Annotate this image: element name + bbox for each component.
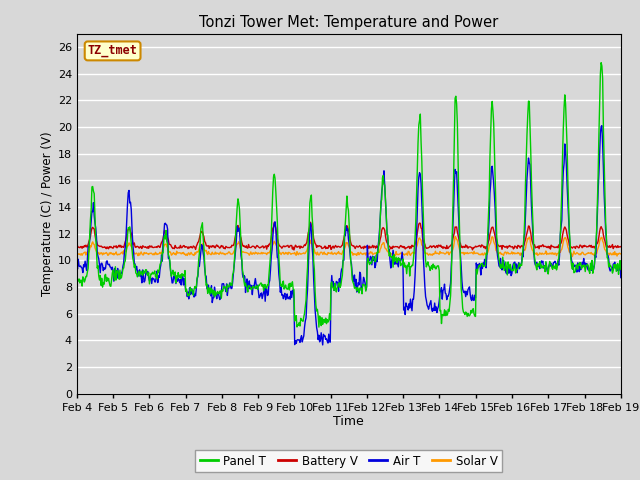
Battery V [139,243,147,249]
Air T [598,123,605,129]
Solar V [139,252,147,258]
Battery V [223,244,230,250]
Air T [194,274,202,279]
Battery V [617,244,625,250]
Line: Battery V: Battery V [77,222,621,250]
Air T [319,342,326,348]
Air T [83,267,90,273]
Solar V [415,236,422,241]
Panel T [315,324,323,330]
Panel T [139,273,147,278]
Panel T [431,266,439,272]
Solar V [194,249,202,255]
Solar V [568,253,576,259]
Battery V [194,240,202,245]
Panel T [617,266,625,272]
X-axis label: Time: Time [333,415,364,429]
Line: Air T: Air T [77,126,621,345]
Solar V [617,251,625,257]
Panel T [597,60,605,66]
Air T [617,275,625,280]
Solar V [431,251,438,256]
Air T [73,263,81,269]
Battery V [290,247,298,253]
Panel T [223,289,230,295]
Solar V [223,251,230,256]
Panel T [73,272,81,277]
Battery V [73,242,81,248]
Solar V [83,250,90,255]
Solar V [451,234,459,240]
Solar V [73,252,81,258]
Battery V [417,220,424,226]
Text: TZ_tmet: TZ_tmet [88,44,138,58]
Legend: Panel T, Battery V, Air T, Solar V: Panel T, Battery V, Air T, Solar V [195,450,502,472]
Line: Panel T: Panel T [77,63,621,327]
Air T [431,308,439,313]
Air T [223,281,230,287]
Panel T [416,118,424,123]
Panel T [83,274,90,279]
Y-axis label: Temperature (C) / Power (V): Temperature (C) / Power (V) [40,132,54,296]
Title: Tonzi Tower Met: Temperature and Power: Tonzi Tower Met: Temperature and Power [199,15,499,30]
Line: Solar V: Solar V [77,237,621,256]
Air T [416,170,424,176]
Battery V [307,219,314,225]
Battery V [433,243,440,249]
Air T [139,267,147,273]
Battery V [83,244,90,250]
Panel T [194,272,202,277]
